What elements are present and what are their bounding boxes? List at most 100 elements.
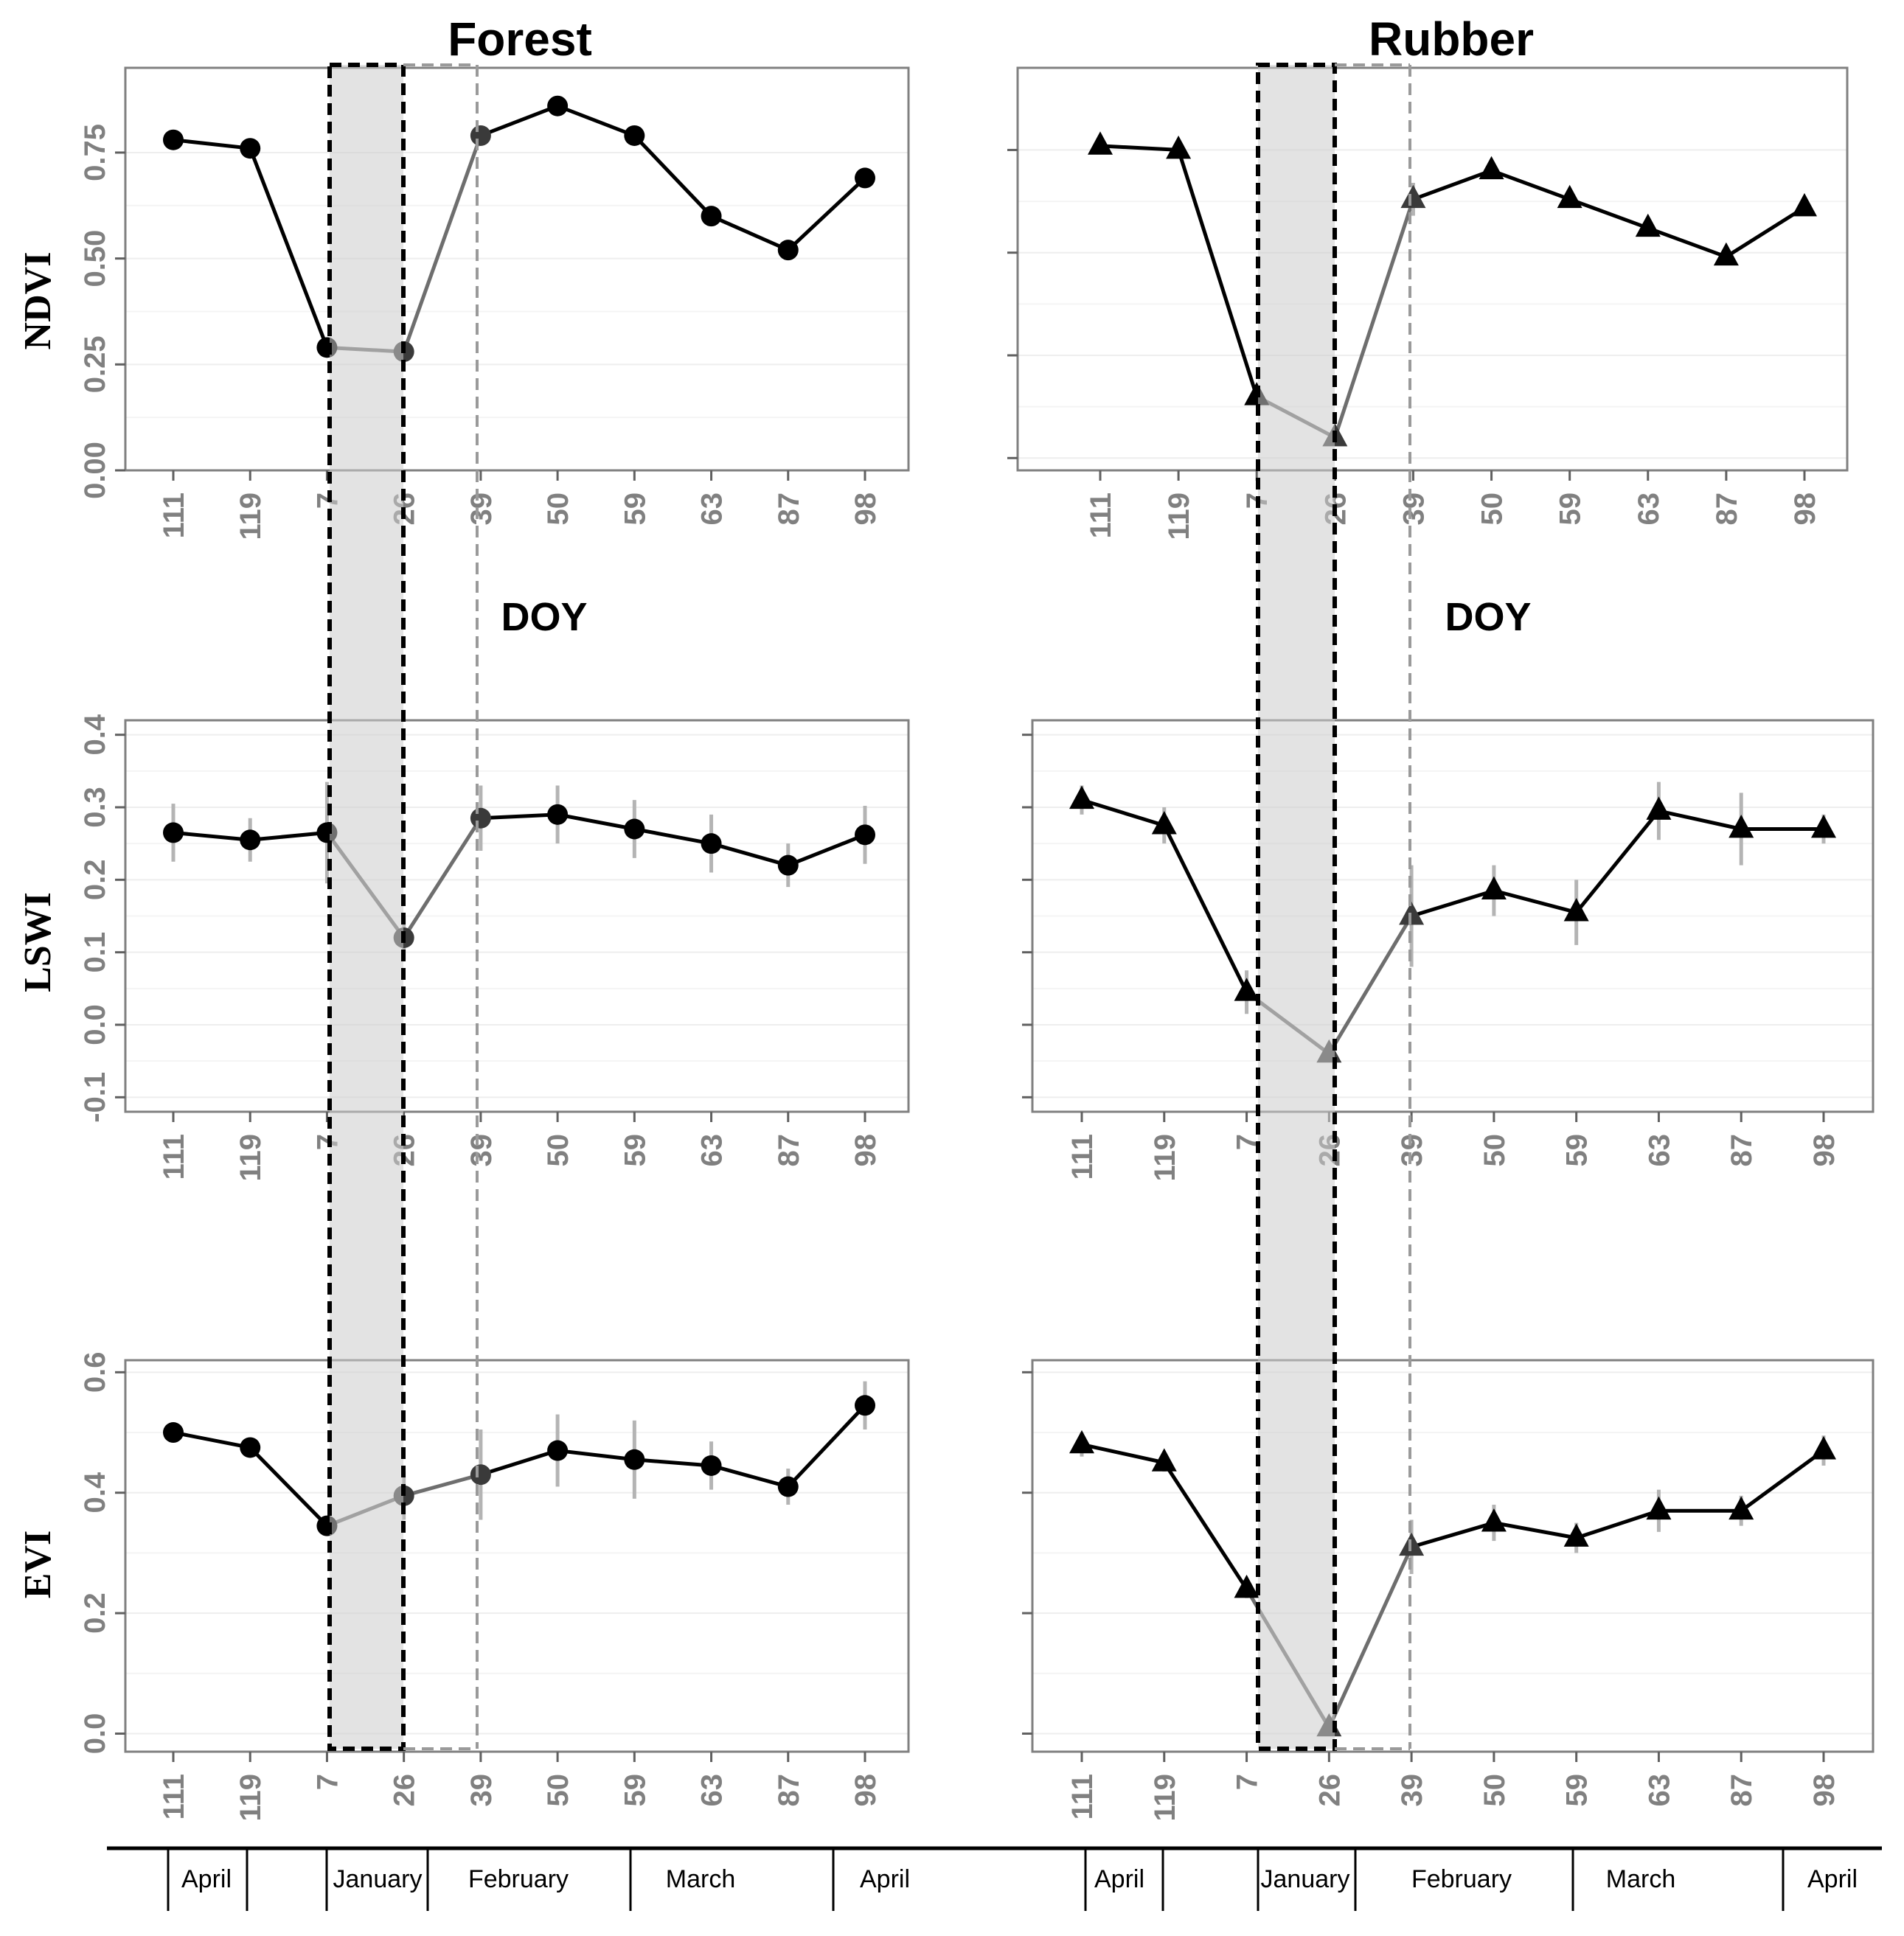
forest-evi-ytick-label: 0.4 — [79, 1472, 111, 1513]
forest-ndvi-point — [777, 240, 799, 261]
forest-evi-ytick-label: 0.0 — [79, 1713, 111, 1755]
forest-title: Forest — [448, 13, 592, 66]
rubber-ndvi-series-segment — [1099, 144, 1179, 152]
rubber-ndvi-xtick-label: 87 — [1711, 492, 1743, 526]
rubber-evi-point — [1811, 1435, 1836, 1460]
forest-lswi-point — [240, 829, 261, 851]
forest-lswi-xtick-label: 87 — [773, 1134, 805, 1167]
rubber-ndvi-series-segment — [1333, 198, 1415, 439]
month-axis-forest: April January February March April — [167, 1848, 910, 1911]
forest-lswi-xtick-label: 39 — [465, 1134, 498, 1167]
forest-ndvi-ytick-label: 0.25 — [79, 335, 111, 393]
rubber-ndvi-series-segment — [1490, 168, 1571, 201]
month-label: January — [333, 1865, 423, 1893]
rubber-evi-point — [1481, 1508, 1507, 1532]
forest-lswi-point — [777, 854, 799, 876]
rubber-evi-panel: 111 119 7 26 39 50 59 63 87 98 — [1022, 1359, 1875, 1822]
forest-evi-series-segment — [249, 1446, 329, 1528]
rubber-evi-xtick-label: 39 — [1396, 1774, 1428, 1807]
forest-evi-series-segment — [557, 1449, 635, 1462]
rubber-evi-point — [1151, 1448, 1177, 1472]
rubber-evi-point — [1728, 1496, 1754, 1520]
rubber-evi-series-segment — [1081, 1442, 1165, 1465]
forest-ndvi-ytick-label: 0.50 — [79, 230, 111, 288]
forest-evi-xtick-label: 63 — [696, 1774, 729, 1807]
rubber-lswi-point — [1646, 796, 1672, 820]
rubber-evi-series-segment — [1575, 1508, 1660, 1540]
forest-ndvi-point — [547, 95, 569, 116]
rubber-ndvi-series-segment — [1568, 197, 1649, 230]
forest-evi-xtick-label: 59 — [619, 1774, 651, 1807]
month-label: February — [1411, 1865, 1512, 1893]
forest-lswi-ytick-label: 0.1 — [79, 932, 111, 973]
forest-lswi-ytick-label: 0.4 — [79, 714, 111, 755]
forest-evi-point — [624, 1449, 645, 1470]
forest-ndvi-point — [240, 138, 261, 159]
forest-ndvi-xtick-label: 63 — [696, 492, 729, 526]
month-label: April — [1807, 1865, 1858, 1893]
rubber-lswi-xtick-label: 7 — [1231, 1134, 1264, 1150]
forest-lswi-series-segment — [173, 830, 251, 842]
rubber-ndvi-xtick-label: 111 — [1085, 492, 1117, 538]
rubber-lswi-point — [1234, 978, 1260, 1001]
forest-lswi-series-segment — [402, 817, 482, 939]
rubber-evi-point — [1646, 1496, 1672, 1520]
forest-evi-series-segment — [710, 1463, 789, 1488]
rubber-evi-xtick-label: 59 — [1561, 1774, 1594, 1807]
lswi-ylabel: LSWI — [17, 892, 59, 992]
rubber-lswi-xtick-label: 39 — [1396, 1134, 1428, 1167]
evi-ylabel: EVI — [17, 1531, 59, 1598]
forest-lswi-point — [701, 833, 722, 854]
rubber-ndvi-xlabel: DOY — [1445, 595, 1531, 639]
forest-lswi-ytick-label: 0.2 — [79, 860, 111, 901]
forest-evi-xtick-label: 98 — [849, 1774, 882, 1807]
rubber-ndvi-xtick-label: 63 — [1633, 492, 1665, 526]
rubber-lswi-point — [1728, 814, 1754, 838]
month-label: January — [1261, 1865, 1350, 1893]
rubber-ndvi-point — [1792, 192, 1817, 217]
rubber-evi-series-segment — [1740, 1449, 1825, 1513]
rubber-lswi-point — [1069, 785, 1094, 809]
month-label: April — [1094, 1865, 1144, 1893]
forest-lswi-point — [855, 824, 875, 846]
rubber-evi-series-segment — [1493, 1521, 1577, 1540]
rubber-lswi-point — [1563, 898, 1589, 922]
rubber-lswi-point — [1481, 876, 1507, 899]
forest-ndvi-xlabel: DOY — [501, 595, 587, 639]
forest-lswi-ytick-label: -0.1 — [79, 1072, 111, 1123]
rubber-ndvi-xtick-label: 59 — [1554, 492, 1587, 526]
ndvi-ylabel: NDVI — [17, 252, 59, 350]
rubber-evi-xtick-label: 63 — [1643, 1774, 1675, 1807]
forest-evi-point — [470, 1464, 491, 1486]
forest-lswi-ytick-label: 0.0 — [79, 1004, 111, 1045]
forest-evi-border — [124, 1359, 910, 1753]
rubber-ndvi-series-segment — [1412, 168, 1493, 201]
forest-ndvi-series-segment — [402, 135, 483, 352]
forest-evi-point — [777, 1476, 799, 1497]
forest-ndvi-series-segment — [710, 214, 789, 252]
month-label: April — [860, 1865, 910, 1893]
rubber-lswi-xtick-label: 50 — [1479, 1134, 1511, 1167]
month-label: April — [181, 1865, 232, 1893]
forest-lswi-xtick-label: 98 — [849, 1134, 882, 1167]
rubber-evi-xtick-label: 111 — [1066, 1774, 1099, 1820]
forest-evi-point — [163, 1422, 184, 1444]
forest-ndvi-point — [624, 125, 645, 146]
forest-lswi-xtick-label: 59 — [619, 1134, 651, 1167]
forest-ndvi-xtick-label: 111 — [158, 492, 190, 538]
month-label: March — [666, 1865, 735, 1893]
forest-ndvi-xtick-label: 59 — [619, 492, 651, 526]
rubber-evi-border — [1031, 1359, 1875, 1753]
forest-ndvi-point — [855, 167, 875, 189]
forest-ndvi-series-segment — [787, 176, 866, 251]
month-label: February — [468, 1865, 569, 1893]
rubber-evi-xtick-label: 87 — [1726, 1774, 1758, 1807]
forest-evi-xtick-label: 7 — [311, 1774, 344, 1790]
forest-ndvi-series-segment — [173, 138, 251, 150]
rubber-ndvi-point — [1088, 131, 1113, 155]
rubber-lswi-xtick-label: 111 — [1066, 1134, 1099, 1180]
forest-ndvi-xtick-label: 98 — [849, 492, 882, 526]
rubber-ndvi-series-segment — [1725, 206, 1806, 259]
